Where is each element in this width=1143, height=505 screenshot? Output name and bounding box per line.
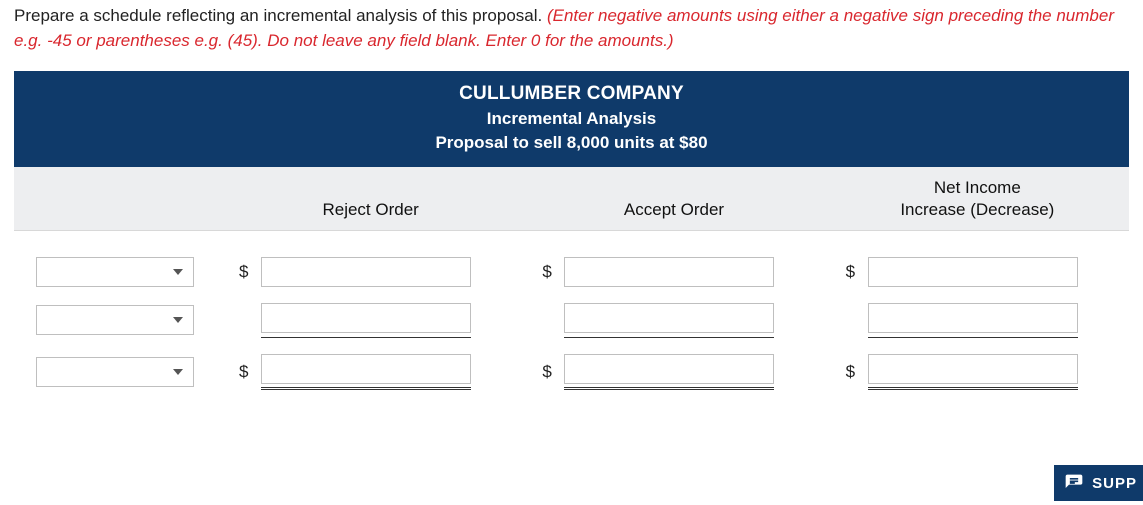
company-name: CULLUMBER COMPANY <box>14 83 1129 105</box>
currency-symbol: $ <box>542 262 564 282</box>
analysis-subtitle: Incremental Analysis <box>14 109 1129 129</box>
col-header-accept: Accept Order <box>522 199 825 220</box>
net-income-input[interactable] <box>868 303 1078 333</box>
accept-order-input[interactable] <box>564 354 774 384</box>
row-label-select[interactable] <box>36 357 194 387</box>
column-header-row: Reject Order Accept Order Net Income Inc… <box>14 167 1129 231</box>
instructions-text: Prepare a schedule reflecting an increme… <box>0 0 1143 71</box>
table-row: $ $ $ <box>14 346 1129 398</box>
currency-symbol: $ <box>239 262 261 282</box>
table-row <box>14 295 1129 346</box>
col-header-net: Net Income Increase (Decrease) <box>826 177 1129 220</box>
proposal-line: Proposal to sell 8,000 units at $80 <box>14 133 1129 153</box>
currency-symbol: $ <box>239 362 261 382</box>
table-row: $ $ $ <box>14 249 1129 295</box>
support-button[interactable]: SUPP <box>1054 465 1143 501</box>
reject-order-input[interactable] <box>261 257 471 287</box>
reject-order-input[interactable] <box>261 354 471 384</box>
currency-symbol: $ <box>846 362 868 382</box>
reject-order-input[interactable] <box>261 303 471 333</box>
net-income-input[interactable] <box>868 257 1078 287</box>
analysis-panel: CULLUMBER COMPANY Incremental Analysis P… <box>14 71 1129 408</box>
col-header-reject: Reject Order <box>219 199 522 220</box>
accept-order-input[interactable] <box>564 303 774 333</box>
table-rows: $ $ $ <box>14 231 1129 408</box>
company-banner: CULLUMBER COMPANY Incremental Analysis P… <box>14 71 1129 167</box>
row-label-select[interactable] <box>36 305 194 335</box>
chat-icon <box>1064 473 1084 493</box>
support-label: SUPP <box>1092 475 1137 492</box>
row-label-select[interactable] <box>36 257 194 287</box>
net-income-input[interactable] <box>868 354 1078 384</box>
accept-order-input[interactable] <box>564 257 774 287</box>
currency-symbol: $ <box>846 262 868 282</box>
currency-symbol: $ <box>542 362 564 382</box>
instructions-prefix: Prepare a schedule reflecting an increme… <box>14 6 547 25</box>
